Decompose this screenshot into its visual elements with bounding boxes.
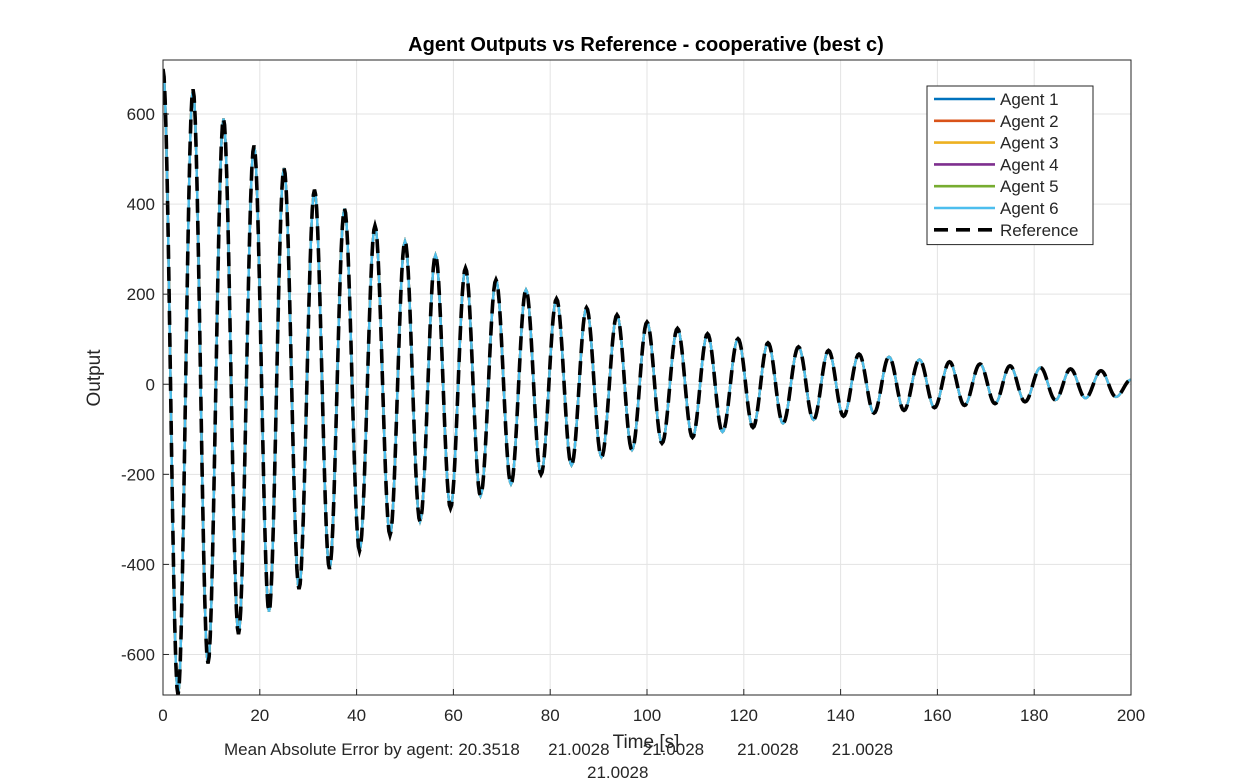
chart-title: Agent Outputs vs Reference - cooperative… [408, 34, 884, 56]
y-tick-label: 400 [127, 195, 155, 214]
y-tick-label: -600 [121, 645, 155, 664]
y-tick-label: -200 [121, 465, 155, 484]
x-tick-label: 160 [923, 706, 951, 725]
mae-summary-line-1: Mean Absolute Error by agent: 20.3518 21… [224, 740, 894, 759]
legend-label: Agent 1 [1000, 90, 1059, 109]
x-axis-label: Time [s] [613, 732, 680, 753]
x-tick-label: 200 [1117, 706, 1145, 725]
legend-label: Agent 2 [1000, 112, 1059, 131]
x-tick-label: 40 [347, 706, 366, 725]
x-tick-label: 0 [158, 706, 167, 725]
y-axis-label: Output [84, 349, 105, 407]
x-tick-label: 120 [730, 706, 758, 725]
legend: Agent 1 Agent 2 Agent 3 Agent 4 Agent 5 Agent… [926, 85, 1094, 246]
legend-label: Reference [1000, 221, 1078, 240]
series-line-reference [163, 68, 1131, 695]
mae-summary-line-2: 21.0028 [587, 763, 649, 782]
legend-label: Agent 5 [1000, 177, 1059, 196]
x-tick-label: 180 [1020, 706, 1048, 725]
y-tick-label: 200 [127, 285, 155, 304]
x-tick-label: 100 [633, 706, 661, 725]
legend-label: Agent 6 [1000, 199, 1059, 218]
x-tick-label: 140 [826, 706, 854, 725]
x-tick-label: 60 [444, 706, 463, 725]
series-layer [163, 68, 1131, 695]
ticks: 0 20 40 60 80 100 120 140 160 180 200 -600 -400 -200 0… [121, 105, 1145, 725]
x-tick-label: 20 [250, 706, 269, 725]
x-tick-label: 80 [541, 706, 560, 725]
y-tick-label: 600 [127, 105, 155, 124]
y-tick-label: -400 [121, 555, 155, 574]
y-tick-label: 0 [146, 375, 155, 394]
legend-label: Agent 4 [1000, 155, 1059, 174]
legend-label: Agent 3 [1000, 134, 1059, 153]
